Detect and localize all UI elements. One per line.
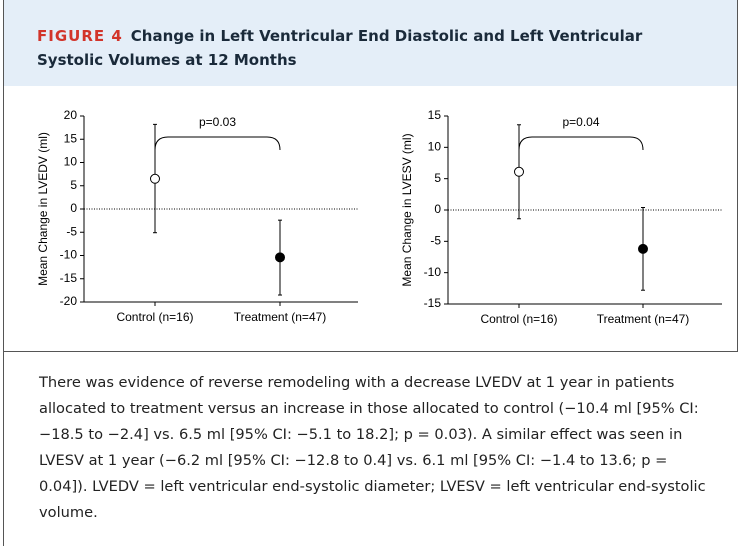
y-tick-label: 0	[434, 202, 441, 216]
header-text: FIGURE 4 Change in Left Ventricular End D…	[37, 24, 707, 72]
significance-bracket	[518, 136, 644, 151]
caption: There was evidence of reverse remodeling…	[39, 374, 706, 521]
y-tick-label: 10	[428, 140, 442, 154]
significance-bracket	[154, 136, 281, 151]
mean-marker	[275, 252, 285, 263]
caption-border	[3, 352, 4, 546]
x-tick-label: Treatment (n=47)	[234, 310, 327, 324]
y-axis-label: Mean Change in LVEDV (ml)	[36, 132, 50, 286]
figure-label: FIGURE 4	[37, 27, 123, 45]
y-tick-label: 20	[64, 108, 78, 122]
x-tick-label: Control (n=16)	[116, 310, 193, 324]
figure-title: Change in Left Ventricular End Diastolic…	[37, 27, 643, 69]
y-tick-label: 5	[434, 171, 441, 185]
y-axis-label: Mean Change in LVESV (ml)	[400, 133, 414, 286]
y-tick-label: -10	[424, 265, 442, 279]
y-tick-label: -5	[430, 234, 441, 248]
p-value: p=0.04	[562, 115, 599, 129]
y-tick-label: 0	[70, 201, 77, 215]
y-tick-label: -15	[60, 271, 78, 285]
p-value: p=0.03	[199, 115, 236, 129]
mean-marker	[638, 243, 648, 254]
mean-marker	[514, 166, 524, 177]
figure-frame	[3, 0, 738, 352]
y-tick-label: 15	[64, 131, 78, 145]
y-tick-label: 10	[64, 155, 78, 169]
y-tick-label: -20	[60, 294, 78, 308]
y-tick-label: -5	[66, 224, 77, 238]
y-tick-label: -10	[60, 248, 78, 262]
y-tick-label: 15	[428, 108, 442, 122]
x-tick-label: Treatment (n=47)	[597, 312, 690, 326]
x-tick-label: Control (n=16)	[480, 312, 557, 326]
mean-marker	[150, 173, 160, 184]
y-tick-label: -15	[424, 296, 442, 310]
figure-header: FIGURE 4 Change in Left Ventricular End D…	[3, 0, 738, 86]
y-tick-label: 5	[70, 178, 77, 192]
